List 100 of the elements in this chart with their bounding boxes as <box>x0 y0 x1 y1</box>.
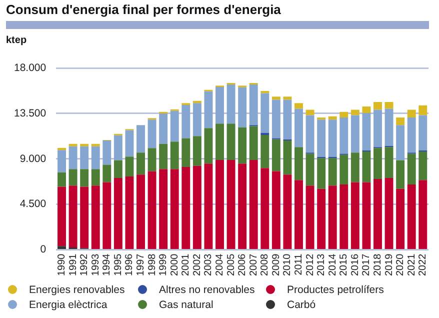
x-tick-label: 1999 <box>158 253 170 276</box>
bar <box>260 93 270 133</box>
bar <box>148 120 156 148</box>
bar <box>216 86 224 124</box>
x-tick-label: 1995 <box>112 253 124 276</box>
bar <box>102 140 112 165</box>
bar <box>68 169 78 186</box>
bar <box>362 106 371 114</box>
bar <box>362 113 371 150</box>
bar <box>317 158 326 189</box>
bar <box>294 103 303 109</box>
x-tick-label: 2009 <box>270 253 282 276</box>
bar <box>260 135 270 168</box>
bar <box>58 148 66 150</box>
x-tick-label: 2005 <box>226 253 237 276</box>
bar <box>192 136 202 166</box>
legend-label: Altres no renovables <box>159 284 255 296</box>
bar <box>136 152 145 175</box>
legend-label: Energia elèctrica <box>29 298 108 310</box>
bar <box>374 148 382 179</box>
x-tick-label: 2000 <box>169 253 180 276</box>
bar <box>91 169 100 186</box>
bar <box>114 178 122 250</box>
x-tick-label: 2019 <box>384 253 395 276</box>
bar <box>294 180 303 250</box>
bar <box>159 144 168 170</box>
x-tick-label: 1994 <box>102 253 113 276</box>
bar <box>68 144 78 146</box>
bar <box>260 168 270 250</box>
bar <box>384 147 394 178</box>
bar <box>350 182 360 250</box>
legend-label: Energies renovables <box>29 284 125 296</box>
bar <box>204 128 213 164</box>
y-tick-label: 4.500 <box>20 198 46 210</box>
bar <box>102 164 112 182</box>
bar <box>396 117 405 126</box>
x-tick-label: 2008 <box>260 253 271 276</box>
bar <box>182 104 190 138</box>
bar <box>283 174 292 250</box>
x-tick-label: 1992 <box>79 253 90 276</box>
x-tick-label: 2010 <box>282 253 294 276</box>
bar <box>238 87 247 128</box>
bar <box>114 135 122 160</box>
bar <box>350 115 360 153</box>
y-tick-label: 13.500 <box>14 107 46 120</box>
x-tick-label: 2022 <box>418 253 429 276</box>
y-tick-label: 0 <box>40 244 46 256</box>
x-tick-label: 2020 <box>395 253 406 276</box>
bar <box>80 144 89 146</box>
x-tick-label: 2017 <box>361 253 372 276</box>
bar <box>192 100 202 104</box>
bar <box>125 156 134 176</box>
bar <box>418 152 428 180</box>
bar <box>260 132 270 136</box>
bar <box>68 186 78 248</box>
bar <box>102 182 112 250</box>
x-tick-label: 2007 <box>248 253 260 276</box>
bar <box>283 96 292 100</box>
bar <box>216 124 224 160</box>
bar <box>136 125 145 153</box>
bar <box>170 142 179 170</box>
x-tick-label: 2006 <box>237 253 248 276</box>
bar <box>283 140 292 175</box>
bar <box>350 110 360 116</box>
bar <box>418 180 428 250</box>
bar <box>418 105 428 116</box>
bar <box>192 166 202 250</box>
y-tick-label: 9.000 <box>20 152 46 165</box>
bar <box>182 138 190 167</box>
bar <box>407 117 416 153</box>
bar <box>249 84 258 126</box>
x-tick-label: 2015 <box>338 253 350 276</box>
bar <box>238 127 247 164</box>
bar <box>396 160 405 189</box>
x-tick-label: 1996 <box>124 253 136 276</box>
x-tick-label: 2003 <box>203 253 214 276</box>
bar <box>159 113 168 144</box>
x-tick-label: 2002 <box>192 253 203 276</box>
bar <box>374 102 382 110</box>
x-tick-label: 1991 <box>68 253 79 276</box>
bar <box>80 169 89 187</box>
x-tick-label: 2018 <box>372 253 384 276</box>
legend-label: Carbó <box>287 298 316 310</box>
bar <box>114 160 122 178</box>
y-axis-title: ktep <box>6 35 27 46</box>
bar <box>249 160 258 250</box>
bar <box>374 110 382 148</box>
bar <box>226 84 236 124</box>
bar <box>80 186 89 248</box>
bar <box>58 150 66 172</box>
bar <box>328 186 337 250</box>
bar <box>226 124 236 160</box>
bar <box>249 126 258 160</box>
bar <box>68 146 78 170</box>
bar <box>340 112 348 118</box>
bar <box>170 110 179 142</box>
bar <box>148 171 156 250</box>
bar <box>272 96 280 100</box>
bar <box>204 91 213 128</box>
bar <box>272 171 280 250</box>
